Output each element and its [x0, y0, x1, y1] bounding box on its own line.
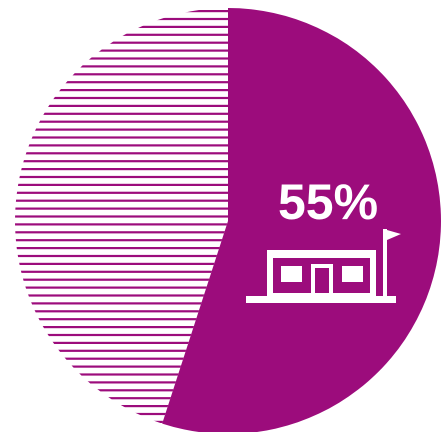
stripe-line: [14, 254, 228, 258]
stripe-line: [14, 341, 228, 344]
stripe-line: [14, 333, 228, 337]
stripe-line: [14, 223, 228, 226]
stripe-line: [14, 294, 228, 297]
stripe-line: [14, 175, 228, 179]
stripe-line: [14, 239, 228, 242]
stripe-line: [14, 326, 228, 329]
stripe-line: [14, 270, 228, 273]
stripe-line: [14, 207, 228, 210]
stripe-line: [14, 286, 228, 289]
stripe-line: [14, 49, 228, 52]
slice-value-label: 55%: [278, 174, 378, 230]
stripe-line: [14, 41, 228, 44]
stripe-line: [14, 247, 228, 250]
stripe-line: [14, 128, 228, 131]
stripe-line: [14, 191, 228, 194]
stripe-line: [14, 168, 228, 171]
stripe-line: [14, 302, 228, 305]
stripe-line: [14, 160, 228, 163]
stripe-line: [14, 152, 228, 155]
stripe-line: [14, 112, 228, 115]
stripe-line: [14, 65, 228, 68]
stripe-line: [14, 318, 228, 321]
school-building-icon: [246, 229, 401, 303]
stripe-line: [14, 215, 228, 218]
stripe-line: [14, 183, 228, 186]
stripe-line: [14, 349, 228, 352]
stripe-line: [14, 81, 228, 84]
stripe-line: [14, 262, 228, 265]
stripe-line: [14, 389, 228, 392]
stripe-line: [14, 231, 228, 234]
stripe-line: [14, 136, 228, 139]
stripe-line: [14, 57, 228, 60]
stripe-line: [14, 278, 228, 281]
stripe-line: [14, 89, 228, 92]
stripe-line: [14, 199, 228, 202]
stripe-line: [14, 144, 228, 147]
pie-slice-solid: [162, 8, 441, 432]
stripe-line: [14, 120, 228, 123]
stripe-line: [14, 104, 228, 107]
stripe-line: [14, 381, 228, 384]
stripe-line: [14, 96, 228, 100]
stripe-line: [14, 310, 228, 313]
stripe-line: [14, 365, 228, 368]
stripe-line: [14, 397, 228, 400]
stripe-line: [14, 373, 228, 376]
stripe-line: [14, 73, 228, 76]
stripe-line: [14, 357, 228, 360]
